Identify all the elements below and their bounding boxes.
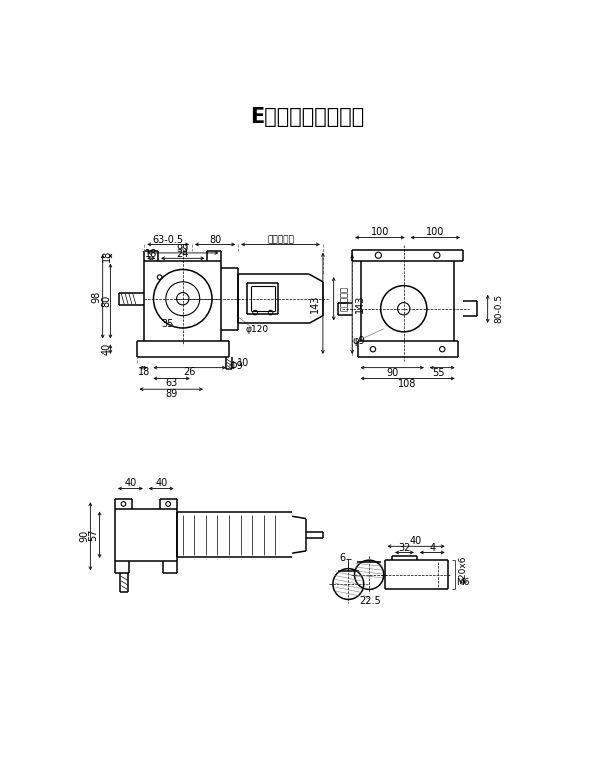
Text: φ20x6: φ20x6 <box>458 556 467 584</box>
Text: 按电机尺寸: 按电机尺寸 <box>340 286 349 312</box>
Text: 99: 99 <box>176 244 189 254</box>
Text: 按电机尺寸: 按电机尺寸 <box>267 235 294 244</box>
Text: 4: 4 <box>429 543 436 553</box>
Text: E３７外形安装尺寸: E３７外形安装尺寸 <box>250 107 365 128</box>
Text: 40: 40 <box>410 536 422 546</box>
Text: 100: 100 <box>426 227 445 237</box>
Text: 24: 24 <box>176 250 189 260</box>
Text: 90: 90 <box>386 368 398 378</box>
Text: 108: 108 <box>398 379 417 389</box>
Text: 98: 98 <box>92 291 101 302</box>
Text: 18: 18 <box>145 250 157 260</box>
Text: M6: M6 <box>456 578 470 587</box>
Text: 80: 80 <box>101 295 112 307</box>
Text: 35: 35 <box>161 319 173 329</box>
Text: 80-0.5: 80-0.5 <box>494 295 503 323</box>
Text: 63: 63 <box>165 378 178 388</box>
Text: 63-0.5: 63-0.5 <box>152 235 184 245</box>
Text: 90: 90 <box>79 530 89 543</box>
Text: 18: 18 <box>138 367 151 377</box>
Text: φ120: φ120 <box>245 325 268 334</box>
Text: 40: 40 <box>101 343 112 356</box>
Text: 143: 143 <box>310 295 320 312</box>
Text: Φ9: Φ9 <box>230 361 244 371</box>
Text: 40: 40 <box>124 478 137 489</box>
Text: 32: 32 <box>398 543 411 553</box>
Text: 55: 55 <box>432 368 445 378</box>
Text: 80: 80 <box>209 235 221 245</box>
Text: 40: 40 <box>155 478 167 489</box>
Text: 10: 10 <box>236 358 249 368</box>
Text: 143: 143 <box>355 295 365 313</box>
Text: 100: 100 <box>371 227 389 237</box>
Text: φ9: φ9 <box>353 336 365 346</box>
Text: 6: 6 <box>339 553 345 563</box>
Text: 57: 57 <box>88 529 98 541</box>
Text: 89: 89 <box>165 389 178 399</box>
Text: 22.5: 22.5 <box>359 596 381 606</box>
Text: 18: 18 <box>101 250 112 262</box>
Text: 26: 26 <box>184 367 196 377</box>
